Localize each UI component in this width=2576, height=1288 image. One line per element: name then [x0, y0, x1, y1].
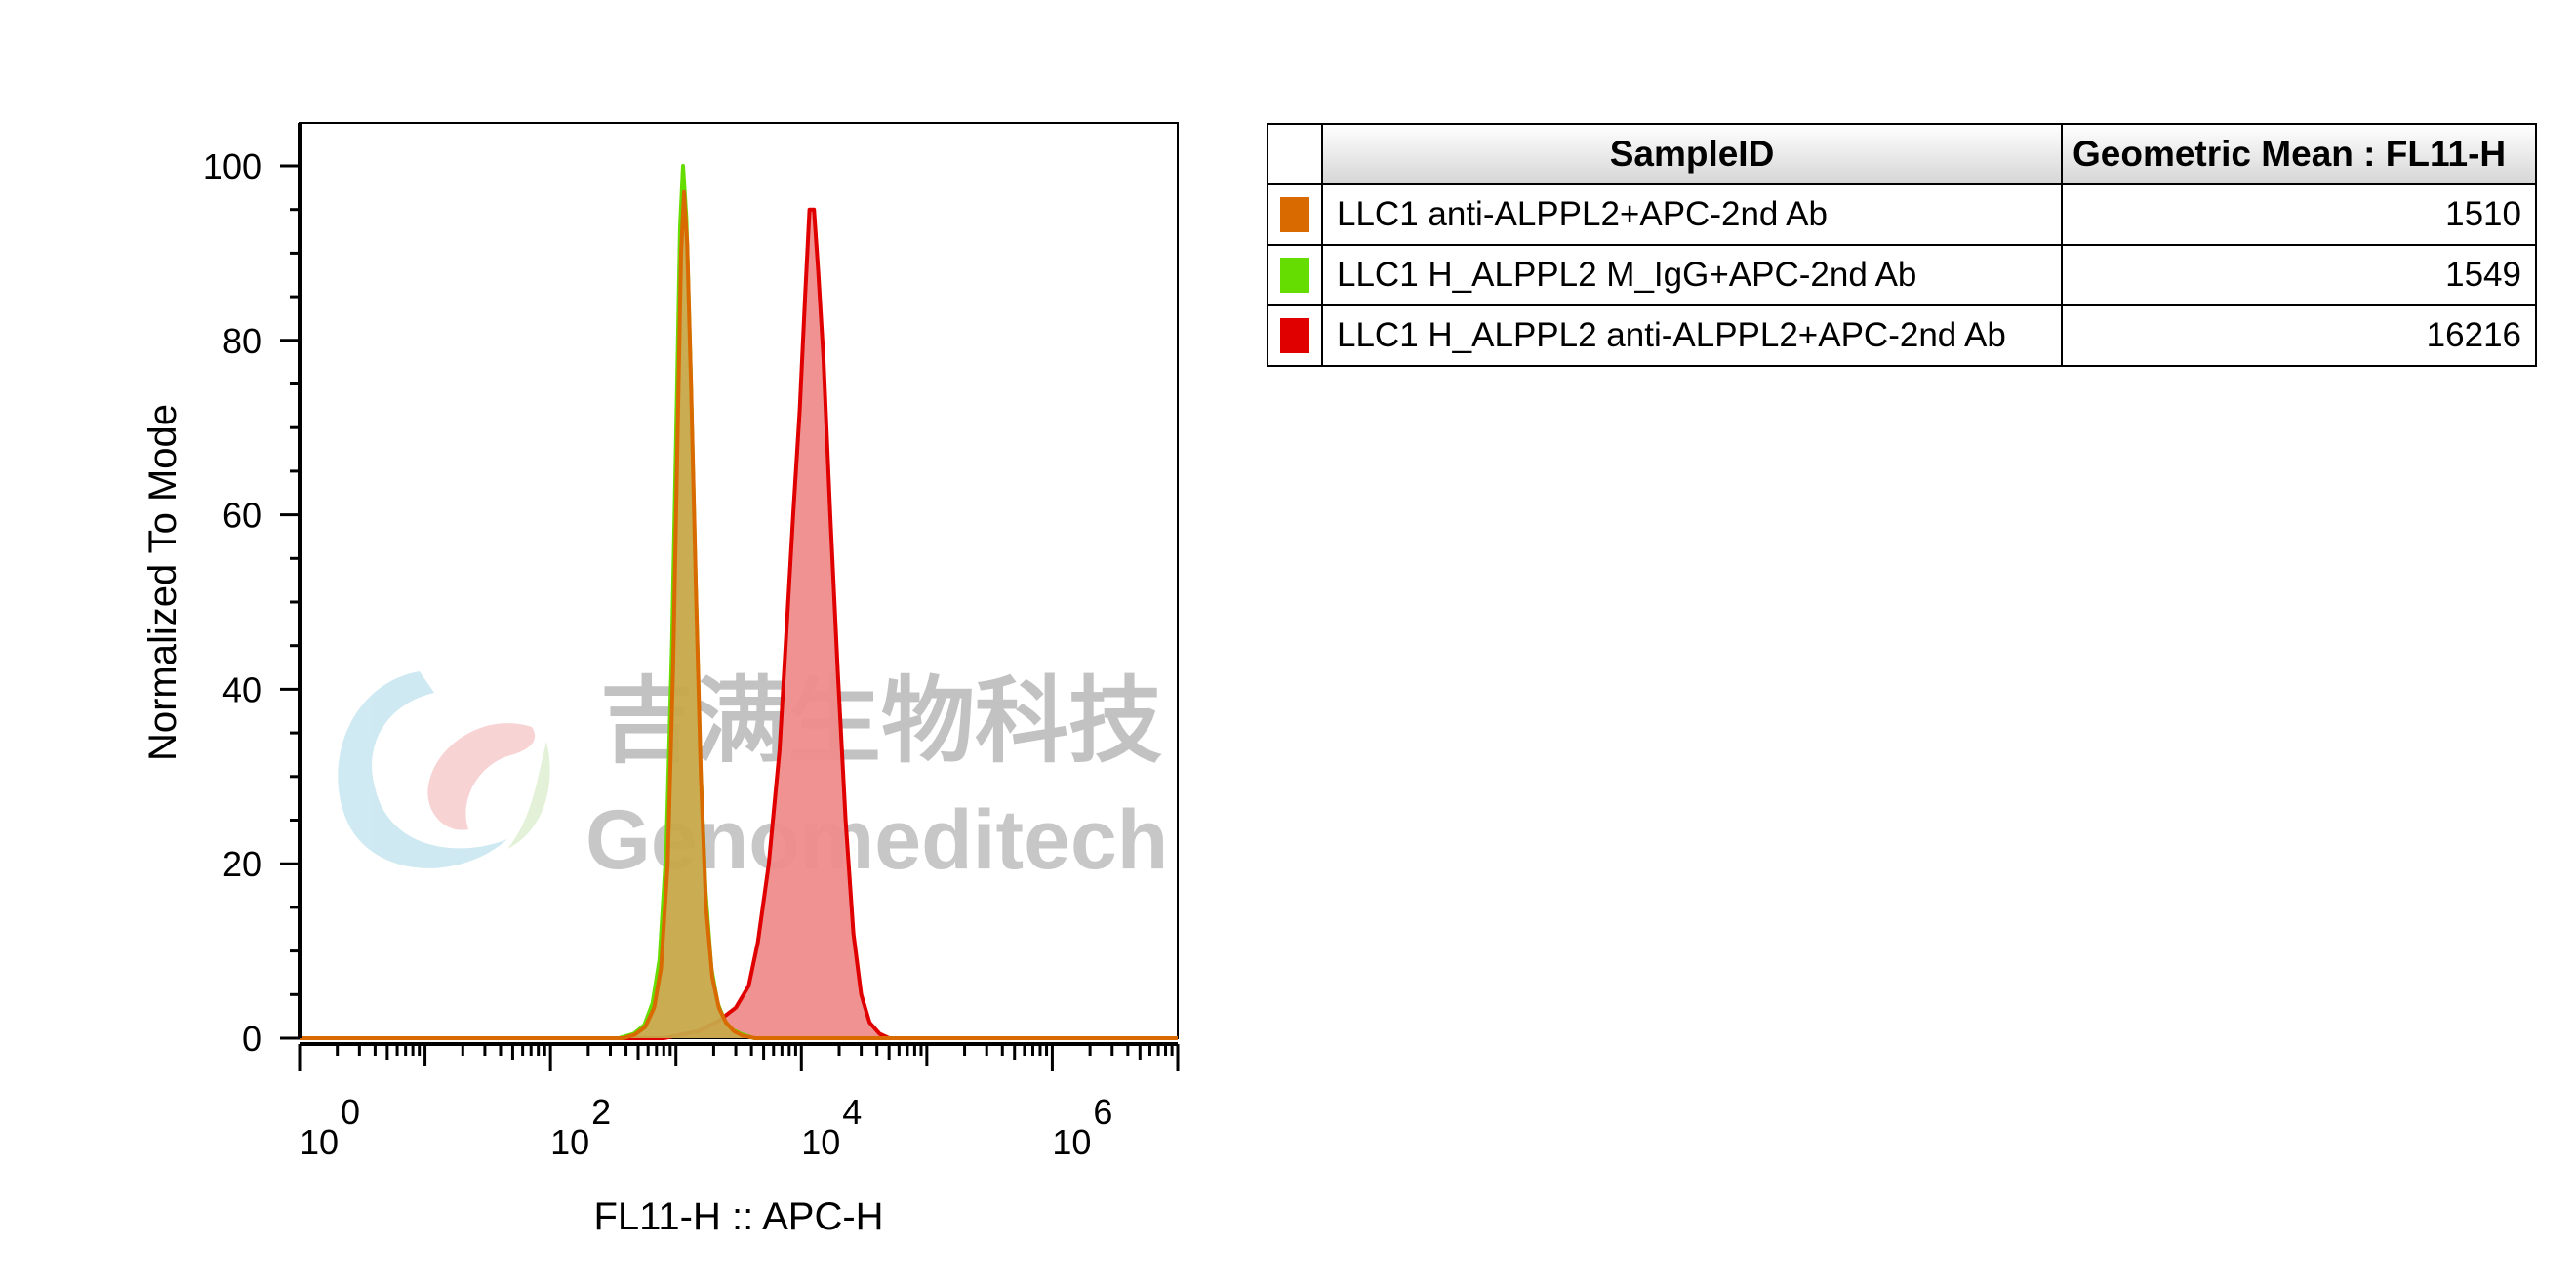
legend-sample-id: LLC1 anti-ALPPL2+APC-2nd Ab — [1321, 183, 2063, 246]
legend-row: LLC1 H_ALPPL2 anti-ALPPL2+APC-2nd Ab 1621… — [1267, 304, 2537, 367]
x-tick-label-base: 10 — [300, 1122, 339, 1162]
series-line-llc1-h-alppl2-m-igg-apc-2nd-ab — [300, 164, 1178, 1040]
series-line-llc1-anti-alppl2-apc-2nd-ab — [300, 189, 1178, 1040]
legend-row: LLC1 H_ALPPL2 M_IgG+APC-2nd Ab 1549 — [1267, 244, 2537, 306]
y-tick-label: 60 — [222, 496, 262, 536]
legend-header-sampleid: SampleID — [1321, 123, 2063, 185]
legend-table: SampleID Geometric Mean : FL11-H LLC1 an… — [1267, 123, 2537, 367]
x-tick-label-exponent: 4 — [842, 1092, 862, 1132]
legend-geometric-mean-value: 1549 — [2061, 244, 2537, 306]
legend-header-row: SampleID Geometric Mean : FL11-H — [1267, 123, 2537, 185]
legend-row: LLC1 anti-ALPPL2+APC-2nd Ab 1510 — [1267, 183, 2537, 246]
series-layer — [300, 164, 1178, 1040]
legend-swatch-cell — [1267, 304, 1323, 367]
legend-sample-id: LLC1 H_ALPPL2 anti-ALPPL2+APC-2nd Ab — [1321, 304, 2063, 367]
legend-swatch-cell — [1267, 244, 1323, 306]
x-tick-label-base: 10 — [801, 1122, 840, 1162]
legend-header-swatch — [1267, 123, 1323, 185]
legend-geometric-mean-value: 1510 — [2061, 183, 2537, 246]
y-axis-ticks: 0 20 40 60 80 100 — [203, 146, 300, 1059]
legend-swatch — [1280, 318, 1309, 353]
plot-frame — [299, 122, 1179, 1039]
y-tick-label: 40 — [222, 669, 262, 709]
watermark-logo — [338, 671, 550, 868]
x-tick-label-base: 10 — [550, 1122, 589, 1162]
legend-geometric-mean-value: 16216 — [2061, 304, 2537, 367]
x-tick-label-exponent: 2 — [591, 1092, 611, 1132]
y-axis-title: Normalized To Mode — [141, 404, 184, 761]
series-area-llc1-anti-alppl2-apc-2nd-ab — [300, 191, 1178, 1039]
legend-swatch — [1280, 258, 1309, 293]
legend-swatch-cell — [1267, 183, 1323, 246]
y-tick-label: 0 — [242, 1019, 262, 1059]
x-tick-label-base: 10 — [1052, 1122, 1091, 1162]
x-tick-label-exponent: 0 — [341, 1092, 360, 1132]
legend-sample-id: LLC1 H_ALPPL2 M_IgG+APC-2nd Ab — [1321, 244, 2063, 306]
series-area-llc1-h-alppl2-anti-alppl2-apc-2nd-ab — [300, 209, 1178, 1038]
y-tick-label: 20 — [222, 844, 262, 884]
y-tick-label: 80 — [222, 321, 262, 361]
legend-header-geometric-mean: Geometric Mean : FL11-H — [2061, 123, 2537, 185]
legend-swatch — [1280, 197, 1309, 232]
x-tick-label-exponent: 6 — [1093, 1092, 1112, 1132]
y-tick-label: 100 — [203, 146, 262, 186]
legend-body: LLC1 anti-ALPPL2+APC-2nd Ab 1510 LLC1 H_AL… — [1267, 183, 2537, 367]
series-line-llc1-h-alppl2-anti-alppl2-apc-2nd-ab — [300, 207, 1178, 1040]
x-axis-title: FL11-H :: APC-H — [593, 1195, 883, 1238]
